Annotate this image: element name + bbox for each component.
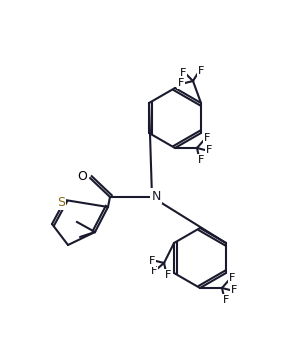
Text: F: F [204,133,210,143]
Text: F: F [206,145,212,155]
Text: S: S [57,195,65,209]
Text: N: N [151,189,161,202]
Text: F: F [231,285,237,295]
Text: F: F [198,66,204,76]
Text: F: F [229,273,235,283]
Text: F: F [149,256,155,266]
Text: F: F [178,78,184,88]
Text: F: F [223,295,229,305]
Text: F: F [180,68,186,78]
Text: F: F [151,266,157,276]
Text: O: O [77,169,87,182]
Text: F: F [198,155,204,165]
Text: F: F [165,270,171,280]
